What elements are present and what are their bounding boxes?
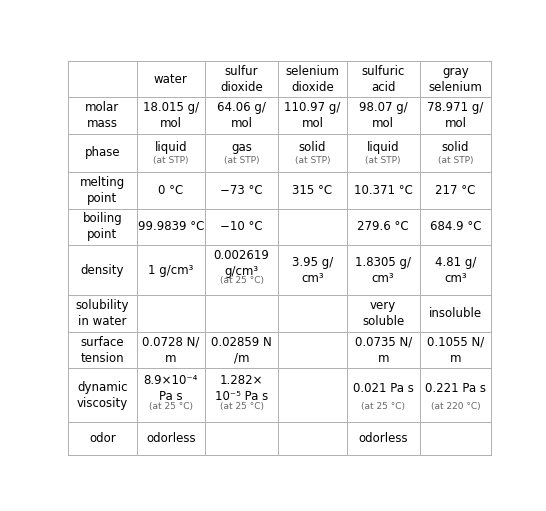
- Text: odor: odor: [89, 432, 116, 445]
- Text: 1.8305 g/
cm³: 1.8305 g/ cm³: [355, 256, 411, 285]
- Text: 0 °C: 0 °C: [158, 184, 183, 197]
- Text: 3.95 g/
cm³: 3.95 g/ cm³: [292, 256, 333, 285]
- Text: water: water: [154, 73, 188, 86]
- Text: dynamic
viscosity: dynamic viscosity: [77, 381, 128, 410]
- Text: (at 220 °C): (at 220 °C): [431, 402, 480, 411]
- Text: 0.02859 N
/m: 0.02859 N /m: [211, 336, 272, 364]
- Text: 0.021 Pa s: 0.021 Pa s: [353, 382, 414, 395]
- Text: 1 g/cm³: 1 g/cm³: [148, 264, 194, 276]
- Text: melting
point: melting point: [80, 176, 125, 205]
- Text: gray
selenium: gray selenium: [429, 65, 483, 94]
- Text: odorless: odorless: [146, 432, 195, 445]
- Text: −10 °C: −10 °C: [221, 220, 263, 234]
- Text: selenium
dioxide: selenium dioxide: [286, 65, 340, 94]
- Text: 315 °C: 315 °C: [292, 184, 333, 197]
- Text: 8.9×10⁻⁴
Pa s: 8.9×10⁻⁴ Pa s: [144, 374, 198, 403]
- Text: 64.06 g/
mol: 64.06 g/ mol: [217, 101, 266, 130]
- Text: −73 °C: −73 °C: [221, 184, 263, 197]
- Text: (at STP): (at STP): [153, 156, 189, 165]
- Text: 98.07 g/
mol: 98.07 g/ mol: [359, 101, 407, 130]
- Text: gas: gas: [232, 142, 252, 154]
- Text: surface
tension: surface tension: [81, 336, 124, 364]
- Text: phase: phase: [85, 146, 120, 159]
- Text: liquid: liquid: [367, 142, 400, 154]
- Text: (at STP): (at STP): [365, 156, 401, 165]
- Text: density: density: [81, 264, 124, 276]
- Text: (at STP): (at STP): [295, 156, 330, 165]
- Text: molar
mass: molar mass: [85, 101, 120, 130]
- Text: odorless: odorless: [358, 432, 408, 445]
- Text: (at 25 °C): (at 25 °C): [219, 402, 264, 411]
- Text: 10.371 °C: 10.371 °C: [354, 184, 413, 197]
- Text: (at 25 °C): (at 25 °C): [219, 275, 264, 285]
- Text: (at 25 °C): (at 25 °C): [149, 402, 193, 411]
- Text: 684.9 °C: 684.9 °C: [430, 220, 482, 234]
- Text: (at STP): (at STP): [438, 156, 473, 165]
- Text: 0.0735 N/
m: 0.0735 N/ m: [354, 336, 412, 364]
- Text: 18.015 g/
mol: 18.015 g/ mol: [143, 101, 199, 130]
- Text: 0.221 Pa s: 0.221 Pa s: [425, 382, 486, 395]
- Text: 0.1055 N/
m: 0.1055 N/ m: [427, 336, 484, 364]
- Text: (at 25 °C): (at 25 °C): [361, 402, 405, 411]
- Text: 279.6 °C: 279.6 °C: [358, 220, 409, 234]
- Text: very
soluble: very soluble: [362, 299, 404, 328]
- Text: 99.9839 °C: 99.9839 °C: [138, 220, 204, 234]
- Text: 1.282×
10⁻⁵ Pa s: 1.282× 10⁻⁵ Pa s: [215, 374, 268, 403]
- Text: sulfur
dioxide: sulfur dioxide: [220, 65, 263, 94]
- Text: insoluble: insoluble: [429, 307, 482, 320]
- Text: solid: solid: [299, 142, 326, 154]
- Text: 0.002619
g/cm³: 0.002619 g/cm³: [213, 249, 270, 278]
- Text: (at STP): (at STP): [224, 156, 259, 165]
- Text: solubility
in water: solubility in water: [76, 299, 129, 328]
- Text: 4.81 g/
cm³: 4.81 g/ cm³: [435, 256, 476, 285]
- Text: 0.0728 N/
m: 0.0728 N/ m: [142, 336, 200, 364]
- Text: 78.971 g/
mol: 78.971 g/ mol: [428, 101, 484, 130]
- Text: boiling
point: boiling point: [82, 213, 122, 242]
- Text: 110.97 g/
mol: 110.97 g/ mol: [284, 101, 341, 130]
- Text: liquid: liquid: [155, 142, 187, 154]
- Text: solid: solid: [442, 142, 470, 154]
- Text: 217 °C: 217 °C: [435, 184, 476, 197]
- Text: sulfuric
acid: sulfuric acid: [361, 65, 405, 94]
